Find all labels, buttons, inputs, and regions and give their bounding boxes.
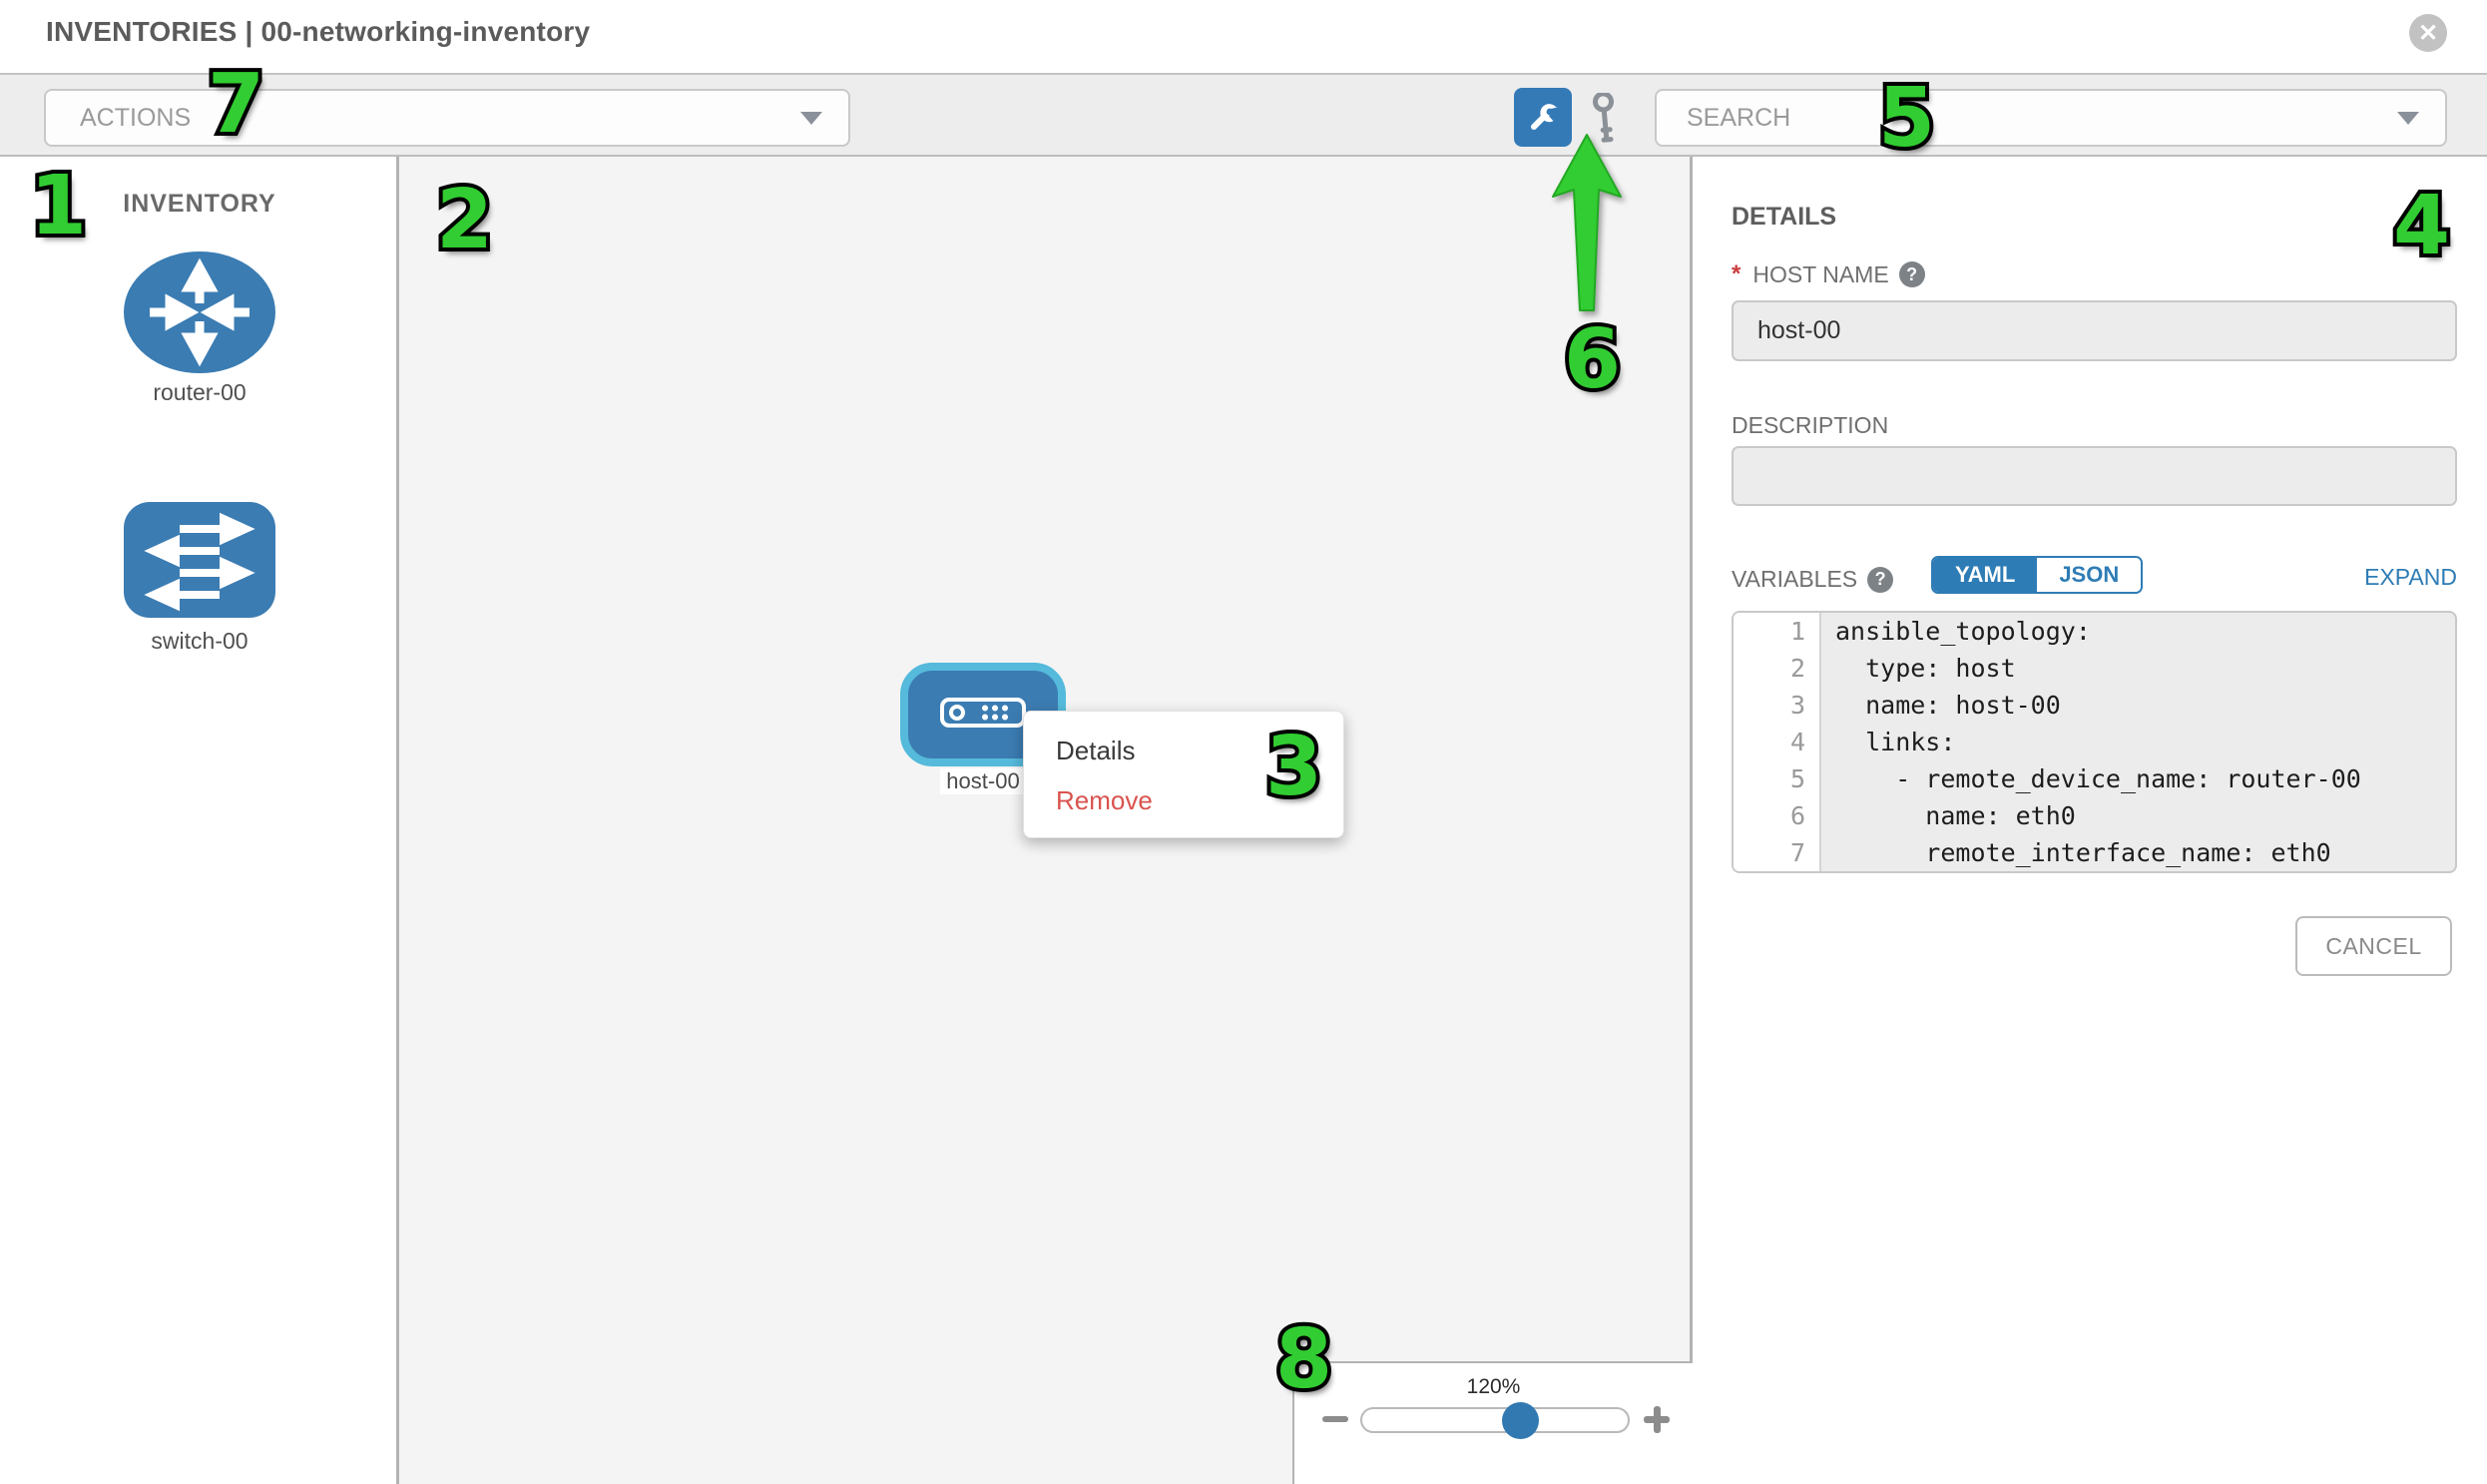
description-input[interactable] [1732, 446, 2457, 506]
router-icon [124, 251, 275, 373]
variables-row: VARIABLES ? YAML JSON EXPAND [1696, 556, 2487, 604]
palette-item-router[interactable] [124, 251, 275, 373]
zoom-level: 120% [1466, 1375, 1521, 1398]
host-name-label-row: * HOST NAME ? [1732, 260, 1925, 288]
line-number: 1 [1734, 613, 1821, 650]
details-heading: DETAILS [1732, 203, 1837, 231]
actions-dropdown-label: ACTIONS [80, 103, 192, 132]
search-placeholder: SEARCH [1687, 103, 1791, 132]
toggle-yaml[interactable]: YAML [1933, 558, 2038, 592]
context-menu-item-remove[interactable]: Remove [1024, 775, 1343, 825]
line-number: 2 [1734, 650, 1821, 687]
json-label: JSON [2059, 562, 2120, 587]
host-node-label: host-00 [940, 768, 1026, 794]
cancel-label: CANCEL [2325, 932, 2422, 959]
annotation-3: 3 [1261, 720, 1326, 814]
description-label-text: DESCRIPTION [1732, 412, 1889, 438]
line-number: 3 [1734, 687, 1821, 724]
wrench-icon [1531, 103, 1559, 130]
annotation-7: 7 [204, 57, 268, 152]
line-number: 6 [1734, 797, 1821, 834]
annotation-5: 5 [1874, 71, 1939, 166]
code-line: 1 ansible_topology: [1734, 613, 2455, 650]
help-icon[interactable]: ? [1867, 566, 1894, 593]
description-label: DESCRIPTION [1732, 412, 1888, 439]
code-line: 5 - remote_device_name: router-00 [1734, 760, 2455, 797]
key-button[interactable] [1585, 91, 1637, 143]
palette-heading: INVENTORY [123, 190, 276, 218]
line-text: ansible_topology: [1835, 617, 2091, 646]
toggle-json[interactable]: JSON [2037, 558, 2142, 592]
line-number: 5 [1734, 760, 1821, 797]
annotation-8: 8 [1271, 1312, 1336, 1407]
annotation-6: 6 [1560, 312, 1625, 407]
zoom-slider-handle[interactable] [1502, 1402, 1539, 1439]
annotation-1: 1 [26, 159, 91, 253]
node-context-menu: Details Remove [1023, 711, 1344, 838]
code-line: 2 type: host [1734, 650, 2455, 687]
code-line: 4 links: [1734, 724, 2455, 760]
cancel-button[interactable]: CANCEL [2295, 916, 2452, 976]
host-icon [940, 698, 1026, 728]
line-text: links: [1835, 728, 1956, 756]
tools-button[interactable] [1514, 88, 1572, 147]
annotation-arrow-up-icon [1552, 134, 1622, 311]
toolbar: ACTIONS SEARCH [0, 73, 2487, 157]
remove-menu-label: Remove [1056, 784, 1153, 815]
context-menu-item-details[interactable]: Details [1024, 726, 1343, 775]
help-glyph: ? [1906, 263, 1918, 284]
code-line: 3 name: host-00 [1734, 687, 2455, 724]
code-line: 6 name: eth0 [1734, 797, 2455, 834]
page-title: INVENTORIES | 00-networking-inventory [46, 16, 591, 47]
zoom-in-button-bar[interactable] [1654, 1406, 1661, 1433]
line-number: 7 [1734, 834, 1821, 871]
required-asterisk: * [1732, 260, 1741, 287]
switch-icon [124, 502, 275, 618]
line-text: name: host-00 [1835, 691, 2061, 720]
code-line: 7 remote_interface_name: eth0 [1734, 834, 2455, 871]
details-panel: DETAILS * HOST NAME ? DESCRIPTION VARIAB… [1696, 157, 2487, 1484]
palette-item-switch[interactable] [124, 502, 275, 618]
zoom-slider-track[interactable] [1360, 1407, 1630, 1433]
variables-code-editor[interactable]: 1 ansible_topology: 2 type: host 3 name:… [1732, 611, 2457, 873]
line-number: 4 [1734, 724, 1821, 760]
variables-format-toggle: YAML JSON [1931, 556, 2144, 594]
annotation-4: 4 [2389, 179, 2454, 273]
line-text: - remote_device_name: router-00 [1835, 764, 2361, 793]
help-glyph: ? [1874, 569, 1886, 589]
close-icon[interactable]: ✕ [2409, 14, 2447, 52]
search-input[interactable]: SEARCH [1655, 89, 2447, 147]
close-x-glyph: ✕ [2417, 19, 2439, 47]
annotation-2: 2 [432, 173, 497, 267]
palette-item-router-label: router-00 [153, 379, 247, 405]
host-name-label: HOST NAME [1752, 260, 1889, 287]
variables-label: VARIABLES [1732, 566, 1858, 592]
zoom-out-button[interactable] [1322, 1416, 1348, 1422]
help-icon[interactable]: ? [1898, 261, 1925, 287]
actions-dropdown[interactable]: ACTIONS [44, 89, 850, 147]
line-text: remote_interface_name: eth0 [1835, 838, 2331, 867]
zoom-control: 120% [1292, 1361, 1693, 1484]
line-text: name: eth0 [1835, 801, 2076, 830]
host-name-input[interactable] [1732, 300, 2457, 361]
inventory-palette: INVENTORY router-00 [0, 157, 399, 1484]
palette-item-switch-label: switch-00 [151, 628, 249, 654]
yaml-label: YAML [1955, 562, 2016, 587]
chevron-down-icon [2397, 111, 2419, 125]
chevron-down-icon [800, 111, 822, 125]
expand-link[interactable]: EXPAND [2364, 564, 2457, 590]
key-icon [1592, 91, 1614, 143]
line-text: type: host [1835, 654, 2016, 683]
variables-label-row: VARIABLES ? [1732, 566, 1894, 593]
details-menu-label: Details [1056, 735, 1136, 765]
